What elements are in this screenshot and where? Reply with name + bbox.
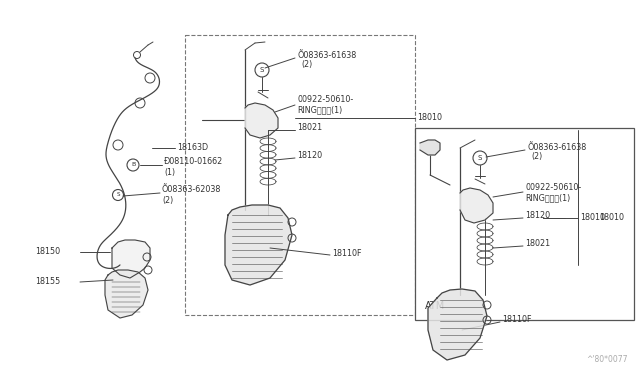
Text: 00922-50610-: 00922-50610-	[297, 96, 353, 105]
Bar	[415, 128, 634, 320]
Text: (2): (2)	[531, 153, 542, 161]
Polygon shape	[112, 240, 150, 278]
Text: (2): (2)	[301, 61, 312, 70]
Text: B: B	[131, 163, 135, 167]
Text: RINGリング(1): RINGリング(1)	[297, 106, 342, 115]
Text: (2): (2)	[162, 196, 173, 205]
Text: 18010: 18010	[417, 113, 442, 122]
Text: 18021: 18021	[525, 240, 550, 248]
Text: 18010: 18010	[580, 214, 605, 222]
Text: 18120: 18120	[297, 151, 322, 160]
Polygon shape	[428, 289, 487, 360]
Text: RINGリング(1): RINGリング(1)	[525, 193, 570, 202]
Text: ^'80*0077: ^'80*0077	[586, 356, 628, 365]
Text: (1): (1)	[164, 167, 175, 176]
Text: ATM: ATM	[425, 301, 445, 311]
Polygon shape	[460, 188, 493, 223]
Text: 18110F: 18110F	[332, 248, 362, 257]
Text: Õ08363-61638: Õ08363-61638	[297, 51, 356, 60]
Text: 18150: 18150	[35, 247, 60, 257]
Polygon shape	[105, 270, 148, 318]
Text: S: S	[116, 192, 120, 198]
Text: S: S	[260, 67, 264, 73]
Text: 18120: 18120	[525, 212, 550, 221]
Text: 00922-50610-: 00922-50610-	[525, 183, 581, 192]
Text: Õ08363-61638: Õ08363-61638	[527, 142, 586, 151]
Polygon shape	[420, 140, 440, 155]
Text: 18010: 18010	[599, 214, 624, 222]
Polygon shape	[245, 103, 278, 138]
Text: Ð08110-01662: Ð08110-01662	[164, 157, 223, 167]
Text: 18163D: 18163D	[177, 144, 208, 153]
Text: 18110F: 18110F	[502, 315, 531, 324]
Text: Õ08363-62038: Õ08363-62038	[162, 186, 221, 195]
Text: S: S	[478, 155, 482, 161]
Text: 18021: 18021	[297, 124, 322, 132]
Text: 18155: 18155	[35, 278, 60, 286]
Polygon shape	[225, 205, 292, 285]
